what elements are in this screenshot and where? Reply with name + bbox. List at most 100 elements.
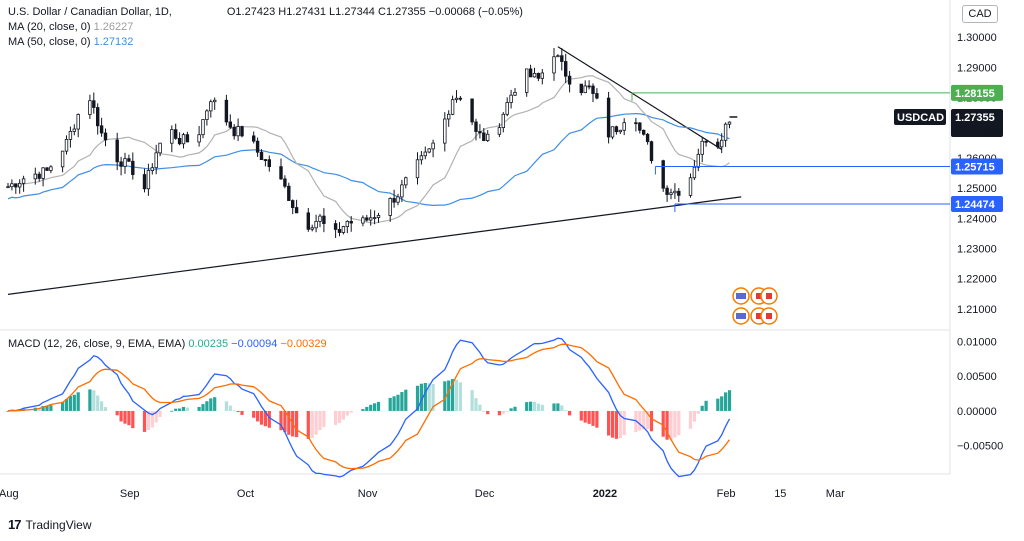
macd-histogram-bar [376, 401, 381, 411]
macd-histogram-bar [310, 410, 314, 439]
candle-up [170, 129, 174, 144]
macd-histogram-bar [400, 392, 404, 411]
candle-up [212, 99, 217, 103]
candle-down [255, 140, 260, 153]
candle-down [127, 158, 131, 162]
currency-button[interactable]: CAD [962, 5, 998, 23]
macd-tick-label: 0.00000 [957, 406, 997, 418]
level-badge [951, 158, 1003, 175]
price-tick-label: 1.29000 [957, 62, 997, 74]
candles [6, 48, 732, 238]
candle-up [525, 68, 529, 93]
price-tick-label: 1.30000 [957, 32, 997, 44]
candle-down [92, 100, 96, 108]
candle-down [103, 132, 108, 141]
macd-histogram-bar [181, 406, 186, 411]
macd-histogram-bar [369, 404, 373, 411]
candle-down [614, 126, 619, 133]
candle-up [501, 113, 505, 129]
candle-up [400, 184, 404, 198]
candle-up [454, 97, 459, 101]
macd-histogram-bar [213, 397, 217, 411]
macd-histogram-bar [236, 410, 240, 413]
candle-up [236, 126, 240, 137]
macd-histogram-bar [365, 406, 369, 411]
ma50-legend[interactable]: MA (50, close, 0) 1.27132 [8, 35, 133, 49]
macd-histogram-bar [556, 403, 560, 411]
macd-histogram-bar [322, 410, 326, 427]
candle-up [700, 140, 704, 155]
macd-axis-ticks: 0.01000 0.00500 0.00000 −0.00500 [957, 336, 1003, 452]
footer-brand[interactable]: 17 TradingView [8, 517, 92, 533]
candle-up [509, 94, 513, 103]
macd-histogram-bar [127, 410, 131, 426]
symbol-legend[interactable]: U.S. Dollar / Canadian Dollar, 1D, O1.27… [8, 5, 523, 19]
candle-down [645, 133, 650, 143]
macd-histogram-bar [283, 410, 287, 433]
macd-histogram-bar [146, 410, 150, 431]
candle-down [333, 223, 338, 230]
macd-histogram-bar [392, 396, 396, 411]
candle-down [263, 159, 268, 161]
ma20-label: MA (20, close, 0) [8, 21, 91, 33]
macd-histogram-bar [568, 410, 572, 416]
macd-histogram-bar [396, 394, 400, 411]
macd-histogram-bar [431, 383, 435, 411]
macd-histogram-bar [669, 410, 673, 440]
ohlc-high: H1.27431 [278, 6, 326, 18]
macd-histogram-bar [224, 401, 228, 411]
symbol-badge-text: USDCAD [897, 112, 944, 124]
macd-histogram-bar [96, 395, 100, 411]
candle-up [622, 122, 626, 131]
macd-histogram-bar [61, 402, 65, 411]
macd-histogram-bar [72, 394, 76, 411]
macd-histogram-bar [696, 410, 700, 414]
us-flag-icon [736, 313, 746, 319]
macd-histogram-bar [334, 410, 338, 425]
macd-histogram-bar [37, 407, 41, 411]
macd-histogram-bar [279, 410, 283, 431]
candle-up [181, 134, 186, 145]
macd-histogram-bar [256, 410, 260, 422]
trendline [7, 196, 742, 295]
ohlc-open: O1.27423 [226, 6, 276, 18]
candle-up [158, 142, 162, 154]
ma20-legend[interactable]: MA (20, close, 0) 1.26227 [8, 20, 133, 34]
macd-histogram-bar [595, 410, 599, 428]
macd-histogram-bar [88, 389, 92, 411]
candle-up [610, 126, 615, 138]
candle-up [497, 127, 502, 135]
time-tick-label: Aug [0, 488, 19, 500]
candle-down [119, 161, 123, 167]
candle-up [723, 123, 728, 141]
macd-histogram-bar [252, 410, 256, 418]
macd-histogram-bar [540, 404, 544, 411]
macd-histogram-bar [232, 410, 236, 412]
level-label: 1.25715 [955, 162, 995, 174]
candle-down [131, 160, 135, 175]
macd-tick-label: 0.01000 [957, 336, 997, 348]
horizontal-levels: 1.28155 1.25715 1.24474 [631, 84, 1003, 212]
macd-histogram-bar [259, 410, 264, 425]
macd-histogram-bar [587, 410, 591, 424]
macd-histogram-bar [501, 410, 505, 414]
ma20-value: 1.26227 [93, 21, 134, 33]
macd-hist-value: 0.00235 [188, 338, 229, 350]
ca-flag-icon [766, 313, 772, 319]
macd-histogram-bar [119, 410, 123, 422]
ohlc-low: L1.27344 [329, 6, 375, 18]
candle-down [704, 140, 708, 143]
macd-tick-label: 0.00500 [957, 371, 997, 383]
candle-down [290, 200, 295, 208]
candle-down [177, 138, 182, 145]
macd-line [7, 337, 731, 478]
macd-histogram-bar [447, 380, 451, 411]
candle-down [14, 183, 18, 188]
macd-histogram-bar [197, 406, 201, 411]
macd-histogram-bar [423, 382, 427, 411]
candle-up [205, 110, 209, 120]
macd-legend[interactable]: MACD (12, 26, close, 9, EMA, EMA) 0.0023… [8, 337, 327, 351]
macd-histogram-bar [373, 403, 377, 411]
candle-up [72, 128, 76, 132]
